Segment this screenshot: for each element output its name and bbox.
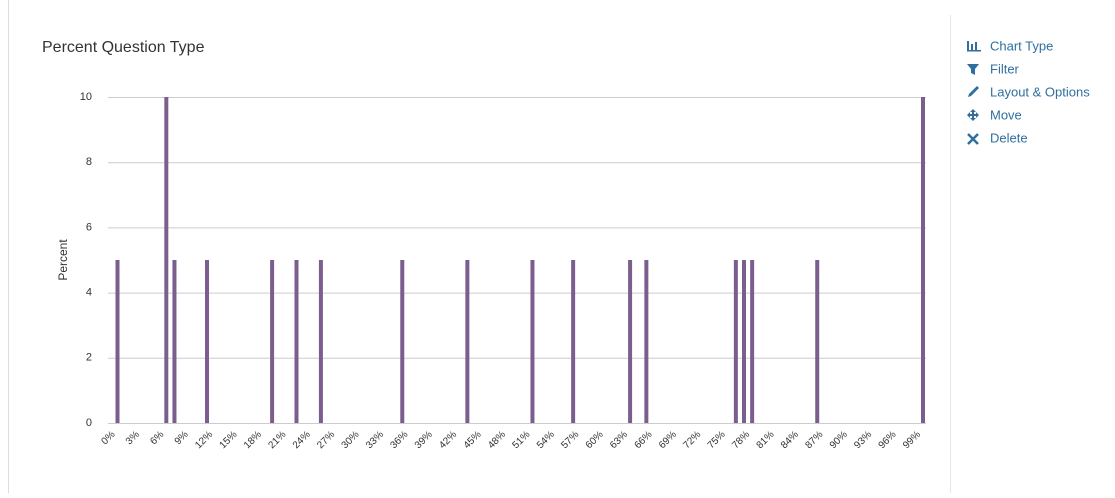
menu-label: Chart Type <box>990 38 1053 53</box>
x-tick-label: 78% <box>730 429 752 451</box>
bar <box>815 260 820 423</box>
menu-item[interactable]: Move <box>967 107 1022 122</box>
menu-label: Filter <box>990 61 1020 76</box>
x-tick-label: 18% <box>242 429 264 451</box>
y-tick-label: 0 <box>86 417 92 429</box>
bar <box>172 260 177 423</box>
bar <box>571 260 576 423</box>
bar <box>530 260 535 423</box>
x-tick-label: 54% <box>535 429 557 451</box>
bar <box>270 260 275 423</box>
x-tick-label: 72% <box>681 429 703 451</box>
x-tick-label: 69% <box>657 429 679 451</box>
y-tick-label: 2 <box>86 352 92 364</box>
bar <box>205 260 209 423</box>
bar <box>294 260 299 423</box>
x-tick-label: 57% <box>559 429 581 451</box>
y-axis-label: Percent <box>56 239 70 281</box>
y-tick-label: 4 <box>86 287 92 299</box>
bar <box>400 260 405 423</box>
x-tick-label: 63% <box>608 429 630 451</box>
chart-title: Percent Question Type <box>42 39 205 56</box>
menu-item[interactable]: Layout & Options <box>968 84 1090 99</box>
menu-item[interactable]: Chart Type <box>967 38 1053 53</box>
menu: Chart Type Filter Layout & Options Move … <box>967 38 1090 145</box>
x-tick-label: 3% <box>124 429 142 447</box>
x-tick-label: 87% <box>803 429 825 451</box>
x-tick-label: 99% <box>901 429 923 451</box>
x-tick-label: 90% <box>828 429 850 451</box>
x-tick-label: 36% <box>388 429 410 451</box>
bar <box>164 97 169 423</box>
bar <box>465 260 470 423</box>
x-tick-label: 12% <box>193 429 215 451</box>
x-tick-label: 0% <box>99 429 117 447</box>
x-tick-label: 51% <box>511 429 533 451</box>
x-tick-label: 24% <box>291 429 313 451</box>
menu-label: Layout & Options <box>990 84 1090 99</box>
x-tick-label: 60% <box>584 429 606 451</box>
bar <box>644 260 649 423</box>
bar <box>742 260 746 423</box>
x-tick-label: 48% <box>486 429 508 451</box>
y-tick-label: 6 <box>86 221 92 233</box>
x-tick-label: 81% <box>755 429 777 451</box>
bar <box>115 260 120 423</box>
x-tick-label: 27% <box>315 429 337 451</box>
bar <box>733 260 738 423</box>
bar <box>921 97 925 423</box>
x-tick-label: 6% <box>148 429 166 447</box>
bar <box>318 260 323 423</box>
menu-label: Delete <box>990 130 1028 145</box>
bar <box>750 260 755 423</box>
x-tick-label: 45% <box>462 429 484 451</box>
x-tick-label: 30% <box>340 429 362 451</box>
bar <box>628 260 633 423</box>
x-tick-label: 33% <box>364 429 386 451</box>
x-tick-label: 75% <box>706 429 728 451</box>
y-tick-label: 8 <box>86 156 92 168</box>
x-tick-label: 96% <box>877 429 899 451</box>
y-tick-label: 10 <box>80 91 92 103</box>
x-tick-label: 15% <box>218 429 240 451</box>
menu-label: Move <box>990 107 1022 122</box>
x-tick-label: 93% <box>852 429 874 451</box>
menu-item[interactable]: Filter <box>967 61 1020 76</box>
menu-item[interactable]: Delete <box>967 130 1028 145</box>
x-tick-label: 66% <box>633 429 655 451</box>
x-tick-label: 21% <box>266 429 288 451</box>
x-tick-label: 42% <box>437 429 459 451</box>
x-tick-label: 9% <box>173 429 191 447</box>
x-tick-label: 84% <box>779 429 801 451</box>
x-tick-label: 39% <box>413 429 435 451</box>
